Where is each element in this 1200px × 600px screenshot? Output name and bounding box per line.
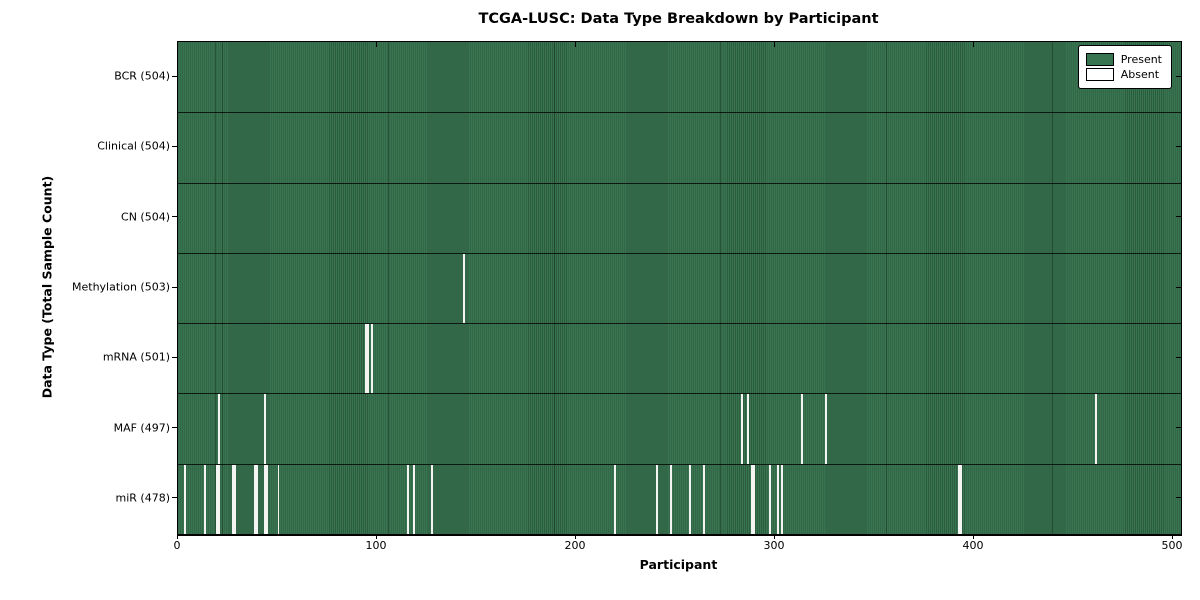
xtick-label-200: 200 xyxy=(564,539,586,552)
ytick-mark-right xyxy=(1176,216,1181,218)
legend-item-absent: Absent xyxy=(1085,68,1162,81)
xtick-mark-top xyxy=(773,42,775,47)
xtick-mark-bottom xyxy=(176,535,178,539)
absent-mark-maf-313 xyxy=(800,394,803,464)
absent-mark-mir-392 xyxy=(958,464,961,534)
xtick-label-300: 300 xyxy=(763,539,785,552)
absent-mark-mir-393 xyxy=(960,464,963,534)
absent-mark-mir-264 xyxy=(703,464,706,534)
xtick-mark-top xyxy=(375,42,377,47)
row-mir xyxy=(178,463,1181,534)
absent-mark-mrna-94 xyxy=(365,324,368,394)
absent-mark-mir-289 xyxy=(753,464,756,534)
chart-title: TCGA-LUSC: Data Type Breakdown by Partic… xyxy=(478,11,879,27)
row-maf xyxy=(178,393,1181,464)
x-axis-label: Participant xyxy=(639,557,718,572)
row-clinical xyxy=(178,112,1181,183)
legend: Present Absent xyxy=(1077,45,1172,89)
absent-mark-mrna-95 xyxy=(367,324,370,394)
xtick-mark-bottom xyxy=(1171,535,1173,539)
ytick-mark-left xyxy=(172,356,177,358)
row-cn xyxy=(178,182,1181,253)
ytick-mark-right xyxy=(1176,427,1181,429)
ytick-label-mrna: mRNA (501) xyxy=(102,350,170,364)
xtick-mark-bottom xyxy=(574,535,576,539)
absent-mark-mir-115 xyxy=(406,464,409,534)
absent-mark-mir-3 xyxy=(183,464,186,534)
absent-mark-mrna-97 xyxy=(371,324,374,394)
absent-mark-mir-38 xyxy=(253,464,256,534)
absent-mark-mir-297 xyxy=(769,464,772,534)
ytick-mark-right xyxy=(1176,497,1181,499)
absent-mark-mir-288 xyxy=(751,464,754,534)
xtick-label-0: 0 xyxy=(173,539,181,552)
ytick-mark-left xyxy=(172,286,177,288)
xtick-label-500: 500 xyxy=(1161,539,1183,552)
y-axis-label: Data Type (Total Sample Count) xyxy=(39,175,55,399)
absent-mark-maf-325 xyxy=(824,394,827,464)
absent-mark-maf-43 xyxy=(263,394,266,464)
ytick-label-bcr: BCR (504) xyxy=(114,69,170,83)
absent-mark-mir-19 xyxy=(215,464,218,534)
absent-mark-mir-240 xyxy=(655,464,658,534)
absent-mark-methylation-143 xyxy=(462,253,465,324)
ytick-mark-left xyxy=(172,216,177,218)
absent-mark-mir-118 xyxy=(412,464,415,534)
absent-mark-mir-50 xyxy=(277,464,280,534)
absent-mark-mir-257 xyxy=(689,464,692,534)
absent-mark-mir-43 xyxy=(263,464,266,534)
ytick-label-maf: MAF (497) xyxy=(113,421,170,435)
present-swatch-icon xyxy=(1085,53,1114,66)
ytick-mark-left xyxy=(172,497,177,499)
absent-mark-mir-27 xyxy=(231,464,234,534)
ytick-label-cn: CN (504) xyxy=(121,210,170,224)
absent-mark-maf-20 xyxy=(217,394,220,464)
legend-label-present: Present xyxy=(1120,53,1162,66)
ytick-mark-right xyxy=(1176,286,1181,288)
ytick-label-methylation: Methylation (503) xyxy=(72,280,170,294)
absent-mark-mir-13 xyxy=(203,464,206,534)
absent-mark-mir-28 xyxy=(233,464,236,534)
legend-label-absent: Absent xyxy=(1120,68,1160,81)
absent-mark-mir-127 xyxy=(430,464,433,534)
absent-mark-mir-20 xyxy=(217,464,220,534)
xtick-label-100: 100 xyxy=(365,539,387,552)
row-bcr xyxy=(178,42,1181,113)
ytick-mark-right xyxy=(1176,356,1181,358)
absent-mark-mir-301 xyxy=(777,464,779,534)
xtick-mark-top xyxy=(574,42,576,47)
absent-swatch-icon xyxy=(1085,68,1114,81)
ytick-label-clinical: Clinical (504) xyxy=(97,139,170,153)
ytick-mark-left xyxy=(172,427,177,429)
xtick-mark-top xyxy=(972,42,974,47)
xtick-mark-bottom xyxy=(773,535,775,539)
row-mrna xyxy=(178,323,1181,394)
absent-mark-mir-39 xyxy=(255,464,258,534)
xtick-mark-bottom xyxy=(972,535,974,539)
ytick-mark-right xyxy=(1176,75,1181,77)
absent-mark-mir-219 xyxy=(613,464,616,534)
absent-mark-maf-286 xyxy=(747,394,750,464)
absent-mark-maf-461 xyxy=(1095,394,1098,464)
absent-mark-mir-44 xyxy=(265,464,268,534)
ytick-mark-right xyxy=(1176,145,1181,147)
ytick-mark-left xyxy=(172,75,177,77)
xtick-label-400: 400 xyxy=(962,539,984,552)
absent-mark-mir-303 xyxy=(780,464,783,534)
absent-mark-mir-247 xyxy=(669,464,672,534)
plot-area xyxy=(177,41,1182,536)
absent-mark-maf-283 xyxy=(741,394,744,464)
ytick-label-mir: miR (478) xyxy=(115,491,171,505)
ytick-mark-left xyxy=(172,145,177,147)
row-methylation xyxy=(178,252,1181,324)
legend-item-present: Present xyxy=(1085,53,1162,66)
xtick-mark-bottom xyxy=(375,535,377,539)
